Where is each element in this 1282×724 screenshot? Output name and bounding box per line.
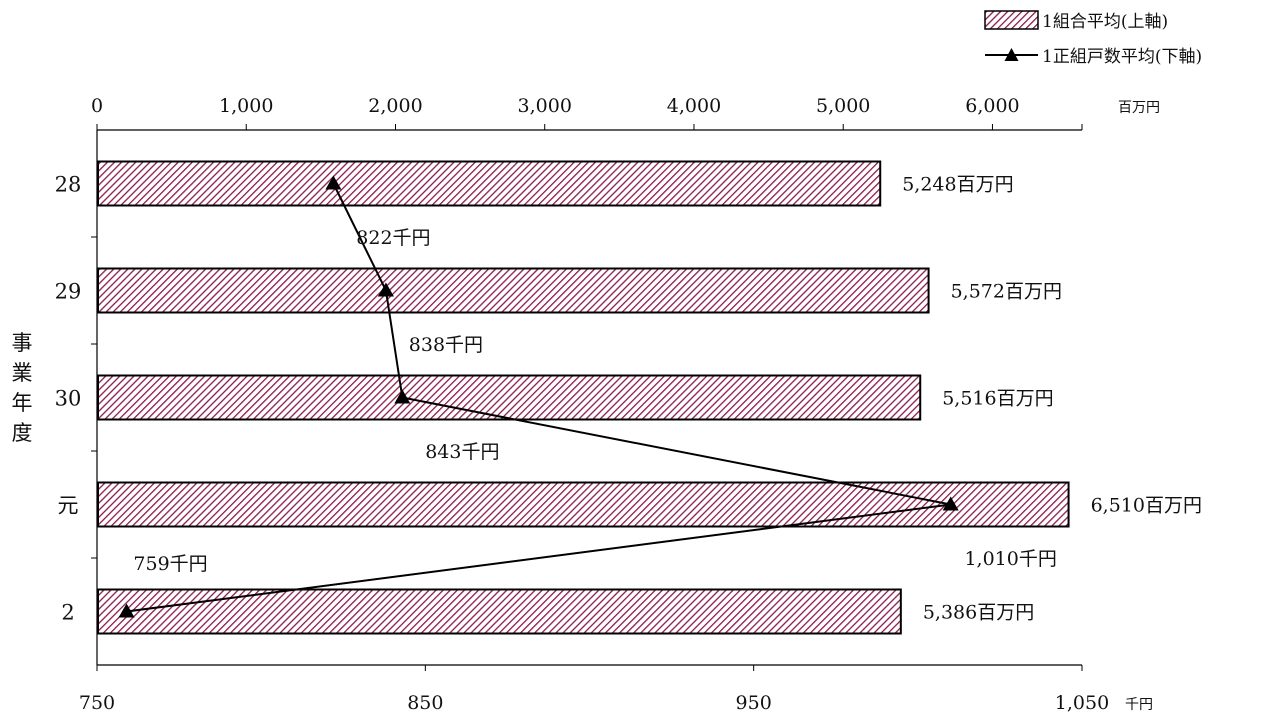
legend-bar-label: 1組合平均(上軸) (1042, 12, 1168, 32)
bar (97, 160, 882, 207)
top-axis-tick-label: 1,000 (219, 95, 273, 117)
legend-line-label: 1正組戸数平均(下軸) (1042, 47, 1202, 67)
bottom-axis-unit: 千円 (1125, 697, 1153, 713)
bottom-axis-tick-label: 1,050 (1055, 692, 1109, 714)
y-axis-label-char: 事 (12, 331, 33, 355)
legend-triangle-marker (1004, 48, 1019, 61)
triangle-marker (118, 603, 135, 618)
legend-bar-swatch (984, 10, 1039, 30)
bar (97, 481, 1070, 528)
legend: 1組合平均(上軸) 1正組戸数平均(下軸) (984, 10, 1202, 67)
top-axis-tick-label: 0 (91, 95, 103, 117)
bar (97, 588, 902, 635)
line-value-label: 1,010千円 (964, 548, 1056, 570)
bottom-axis-tick-label: 850 (407, 692, 443, 714)
category-label: 30 (55, 387, 82, 411)
bar (97, 374, 922, 421)
triangle-marker (942, 496, 959, 511)
bar-value-label: 5,572百万円 (951, 281, 1062, 303)
triangle-marker (394, 389, 411, 404)
top-axis-tick-label: 6,000 (965, 95, 1019, 117)
line-value-label: 838千円 (409, 334, 483, 356)
bottom-axis-tick-label: 750 (79, 692, 115, 714)
y-axis-label-char: 年 (12, 391, 33, 415)
top-axis-tick-label: 4,000 (667, 95, 721, 117)
line-value-label: 759千円 (133, 553, 207, 575)
category-label: 元 (58, 494, 79, 518)
line-value-label: 843千円 (425, 441, 499, 463)
triangle-marker (325, 175, 342, 190)
category-label: 28 (55, 173, 82, 197)
bar-value-label: 5,386百万円 (923, 602, 1034, 624)
line-value-label: 822千円 (356, 227, 430, 249)
bar-value-label: 6,510百万円 (1091, 495, 1202, 517)
category-label: 2 (61, 601, 74, 625)
top-axis-tick-label: 2,000 (368, 95, 422, 117)
bar-value-label: 5,248百万円 (902, 174, 1013, 196)
top-axis-tick-label: 5,000 (816, 95, 870, 117)
top-axis-tick-label: 3,000 (518, 95, 572, 117)
bar (97, 267, 930, 314)
triangle-marker (377, 282, 394, 297)
category-label: 29 (55, 280, 82, 304)
y-axis-label-char: 業 (12, 361, 33, 385)
top-axis-unit: 百万円 (1118, 100, 1160, 116)
y-axis-label-char: 度 (12, 421, 33, 445)
bottom-axis-tick-label: 950 (736, 692, 772, 714)
bar-value-label: 5,516百万円 (942, 388, 1053, 410)
